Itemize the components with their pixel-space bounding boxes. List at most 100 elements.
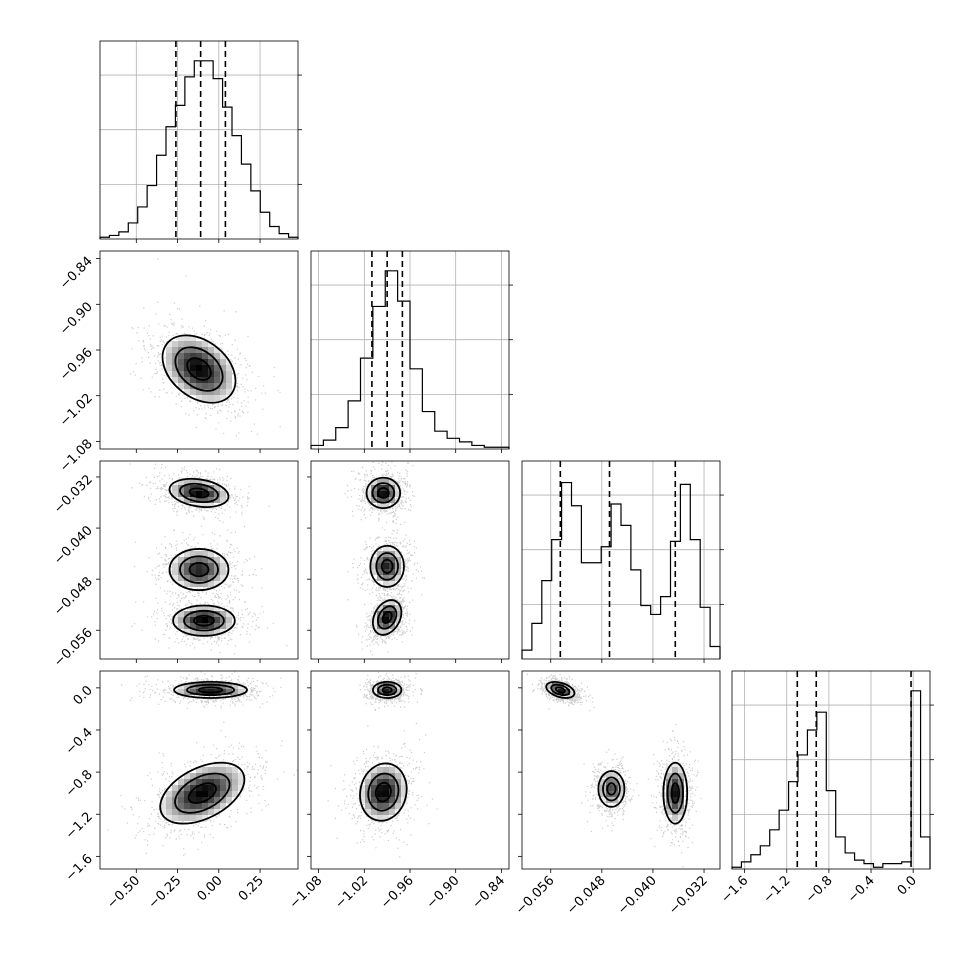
density-cell	[184, 377, 190, 383]
density-cell	[178, 815, 184, 821]
density-cell	[220, 359, 226, 365]
density-contour	[371, 482, 396, 504]
density-cell	[208, 347, 214, 353]
density-cell	[232, 779, 238, 785]
density-cell	[178, 803, 184, 809]
density-cell	[395, 779, 401, 785]
density-cell	[401, 791, 407, 797]
density-cell	[166, 347, 172, 353]
density-contour	[179, 555, 219, 584]
density-contour	[183, 609, 225, 632]
x-tick-label: −0.056	[513, 873, 558, 918]
density-cell	[190, 341, 196, 347]
x-tick-label: 0.0	[895, 873, 920, 898]
density-cell	[377, 491, 383, 497]
density-cell	[196, 617, 202, 623]
density-cell	[214, 497, 220, 503]
density-contour	[374, 781, 392, 803]
density-cell	[377, 551, 383, 557]
density-cell	[172, 785, 178, 791]
density-cell	[678, 797, 684, 803]
density-cell	[618, 791, 624, 797]
density-cell	[202, 629, 208, 635]
density-cell	[202, 809, 208, 815]
density-cell	[371, 785, 377, 791]
density-cell	[172, 575, 178, 581]
density-cell	[401, 785, 407, 791]
density-cell	[371, 791, 377, 797]
density-cell	[383, 545, 389, 551]
density-contour	[545, 681, 576, 699]
density-cell	[389, 545, 395, 551]
density-cell	[196, 815, 202, 821]
panel-background	[732, 671, 930, 869]
panel-background	[311, 671, 509, 869]
density-cell	[190, 623, 196, 629]
density-cell	[208, 563, 214, 569]
density-cell	[220, 395, 226, 401]
density-contour	[380, 558, 394, 574]
density-cell	[389, 557, 395, 563]
density-cell	[208, 389, 214, 395]
panel-background	[311, 461, 509, 659]
density-cell	[220, 383, 226, 389]
density-contour	[550, 683, 571, 697]
density-cell	[383, 683, 389, 689]
density-cell	[612, 773, 618, 779]
density-contour	[187, 782, 217, 804]
panel-frame	[521, 460, 721, 660]
density-cell	[178, 581, 184, 587]
density-cell	[678, 767, 684, 773]
density-cell	[184, 383, 190, 389]
density-cell	[214, 767, 220, 773]
panel-frame	[99, 460, 299, 660]
density-cell	[202, 605, 208, 611]
density-cell	[666, 791, 672, 797]
density-cell	[196, 389, 202, 395]
x-tick-label: −0.4	[845, 873, 878, 906]
density-contour	[377, 683, 398, 697]
density-cell	[202, 581, 208, 587]
density-cell	[166, 791, 172, 797]
density-cell	[190, 575, 196, 581]
density-cell	[383, 623, 389, 629]
density-cell	[202, 803, 208, 809]
density-cell	[371, 563, 377, 569]
density-cell	[389, 809, 395, 815]
y-tick-label: −0.8	[63, 767, 96, 800]
sample-points	[344, 461, 426, 656]
density-contour	[666, 772, 684, 814]
density-cell	[238, 773, 244, 779]
density-cell	[190, 797, 196, 803]
density-cell	[190, 335, 196, 341]
density-cell	[383, 491, 389, 497]
density-cell	[214, 785, 220, 791]
density-cell	[214, 629, 220, 635]
density-cell	[172, 791, 178, 797]
density-cell	[383, 779, 389, 785]
density-contour	[377, 605, 398, 630]
density-cell	[184, 791, 190, 797]
density-cell	[178, 617, 184, 623]
density-cell	[371, 557, 377, 563]
panel-frame	[99, 40, 299, 240]
density-cell	[389, 689, 395, 695]
density-cell	[196, 491, 202, 497]
density-cell	[196, 797, 202, 803]
density-cell	[202, 395, 208, 401]
density-cell	[666, 785, 672, 791]
density-cell	[202, 767, 208, 773]
density-cell	[220, 761, 226, 767]
density-cell	[672, 803, 678, 809]
density-cell	[395, 575, 401, 581]
density-cell	[160, 797, 166, 803]
density-cell	[232, 767, 238, 773]
density-cell	[238, 689, 244, 695]
density-cell	[371, 797, 377, 803]
density-contour	[193, 614, 215, 627]
density-cell	[383, 497, 389, 503]
density-cell	[226, 689, 232, 695]
density-cell	[172, 365, 178, 371]
density-cell	[383, 479, 389, 485]
density-cell	[178, 371, 184, 377]
